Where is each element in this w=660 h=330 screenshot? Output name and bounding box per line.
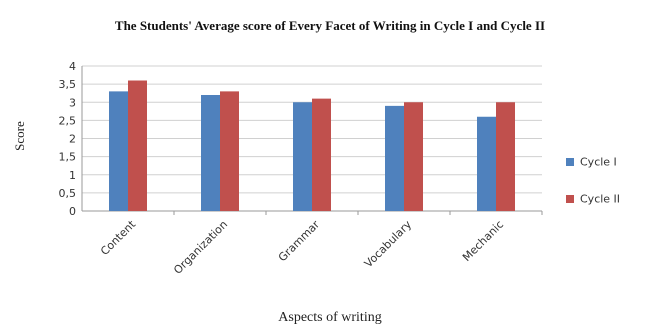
y-tick-label: 1,5 [59,151,77,164]
bar-2-grammar [312,98,331,211]
y-tick-label: 1 [69,169,76,182]
y-tick-label: 3 [69,96,76,109]
bar-2-content [128,80,147,211]
y-tick-label: 3,5 [59,78,77,91]
y-tick-label: 0 [69,205,76,218]
bar-1-content [109,91,128,211]
legend-label-cycle-1: Cycle I [580,155,617,169]
bar-2-mechanic [496,102,515,211]
bar-1-organization [201,95,220,211]
legend-swatch-cycle-1 [566,158,574,166]
chart-title: The Students' Average score of Every Fac… [114,18,546,33]
y-tick-label: 2 [69,133,76,146]
x-tick-label: Mechanic [460,218,506,264]
legend-label-cycle-2: Cycle II [580,192,621,206]
y-tick-label: 2,5 [59,114,77,127]
bar-1-mechanic [477,116,496,211]
x-tick-label: Content [98,217,139,258]
x-tick-label: Vocabulary [362,218,415,271]
x-axis-label: Aspects of writing [278,310,382,325]
x-tick-label: Organization [171,218,230,277]
legend-item-cycle-2: Cycle II [566,192,656,208]
x-tick-label: Grammar [276,218,323,265]
legend-item-cycle-1: Cycle I [566,155,656,171]
bar-2-organization [220,91,239,211]
y-tick-label: 0,5 [59,187,77,200]
bar-2-vocabulary [404,102,423,211]
bar-1-grammar [293,102,312,211]
y-tick-label: 4 [69,60,76,73]
legend-swatch-cycle-2 [566,195,574,203]
bar-1-vocabulary [385,105,404,211]
